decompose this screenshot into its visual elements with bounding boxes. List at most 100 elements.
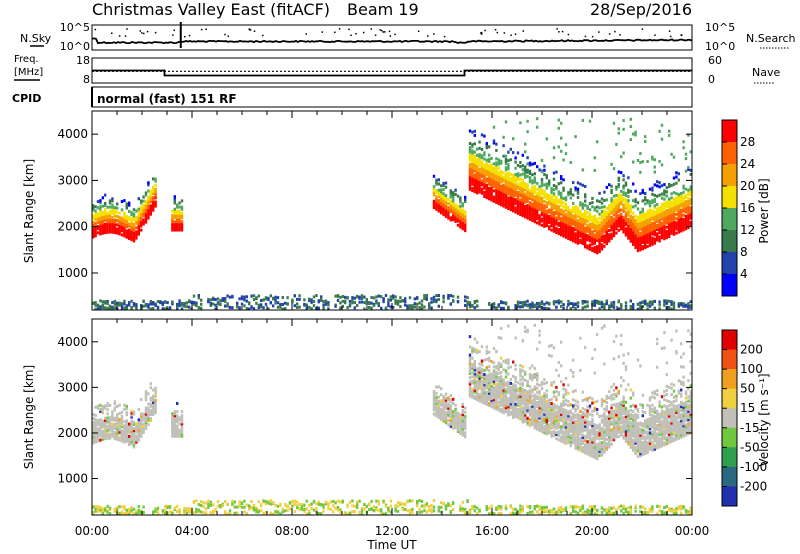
data-cell [437,409,440,413]
data-cell [514,507,517,511]
data-cell [507,409,510,413]
data-cell [639,233,642,237]
data-cell [538,424,541,428]
data-cell [111,220,114,224]
data-cell [440,205,443,209]
data-cell [490,177,493,181]
data-cell [533,373,536,377]
data-cell [660,232,664,236]
data-cell [672,220,676,224]
data-cell [612,213,616,217]
data-cell [195,507,198,511]
data-cell [579,182,582,186]
data-cell [564,227,568,231]
data-cell [516,201,520,205]
data-cell [341,304,344,308]
data-cell [173,414,176,418]
data-cell [519,204,522,208]
data-cell [540,192,544,196]
data-cell [396,509,400,513]
data-cell [540,209,544,213]
data-cell [586,223,589,227]
data-cell [130,229,133,233]
data-cell [452,501,455,505]
data-cell [159,301,162,305]
data-cell [370,507,373,511]
data-cell [668,214,671,218]
data-cell [540,217,544,221]
data-cell [142,416,145,420]
data-cell [454,213,457,217]
data-cell [96,419,100,423]
data-cell [596,232,599,236]
data-cell [478,372,481,376]
data-cell [471,168,474,172]
data-cell [180,220,184,224]
data-cell [507,388,510,392]
data-cell [548,210,551,214]
data-cell [488,369,491,373]
data-cell [603,303,606,307]
data-cell [632,242,635,246]
data-cell [536,194,539,198]
data-cell [128,441,131,445]
data-cell [574,306,577,310]
data-cell [461,433,464,437]
data-cell [279,512,282,515]
data-cell [526,304,529,308]
data-cell [562,178,565,182]
data-cell [418,499,421,503]
data-cell [648,231,652,235]
data-cell [519,390,522,394]
data-cell [524,325,527,329]
data-cell [377,294,380,298]
data-cell [646,236,649,240]
data-cell [639,244,642,248]
data-cell [528,163,532,167]
data-cell [639,170,642,174]
data-cell [380,306,383,310]
data-cell [524,405,527,409]
data-cell [562,303,565,307]
data-cell [440,407,443,411]
data-cell [468,185,472,189]
data-cell [423,509,426,513]
data-cell [236,303,239,307]
data-cell [440,194,443,198]
data-cell [533,401,536,405]
data-cell [252,294,256,298]
data-cell [488,180,491,184]
data-cell [272,304,275,308]
data-cell [473,505,476,509]
data-cell [92,427,95,431]
data-cell [639,221,642,225]
nave-tick-bottom: 0 [708,73,715,86]
data-cell [689,168,692,172]
data-cell [572,302,575,306]
data-cell [677,211,680,215]
data-cell [456,205,460,209]
data-cell [588,222,592,226]
data-cell [92,417,95,420]
data-cell [538,406,541,410]
data-cell [516,174,520,178]
data-cell [432,185,436,189]
data-cell [464,210,467,214]
data-cell [658,222,661,226]
data-cell [128,234,131,238]
data-cell [116,202,119,206]
data-cell [101,507,104,511]
data-cell [123,299,126,303]
data-cell [514,177,517,181]
data-cell [504,176,508,180]
data-cell [99,508,102,512]
data-cell [207,499,210,503]
data-cell [437,201,440,205]
data-cell [140,422,143,426]
data-cell [120,437,124,441]
data-cell [149,300,152,304]
data-cell [584,220,587,224]
data-cell [180,424,184,428]
data-cell [497,507,500,511]
data-cell [660,211,664,215]
